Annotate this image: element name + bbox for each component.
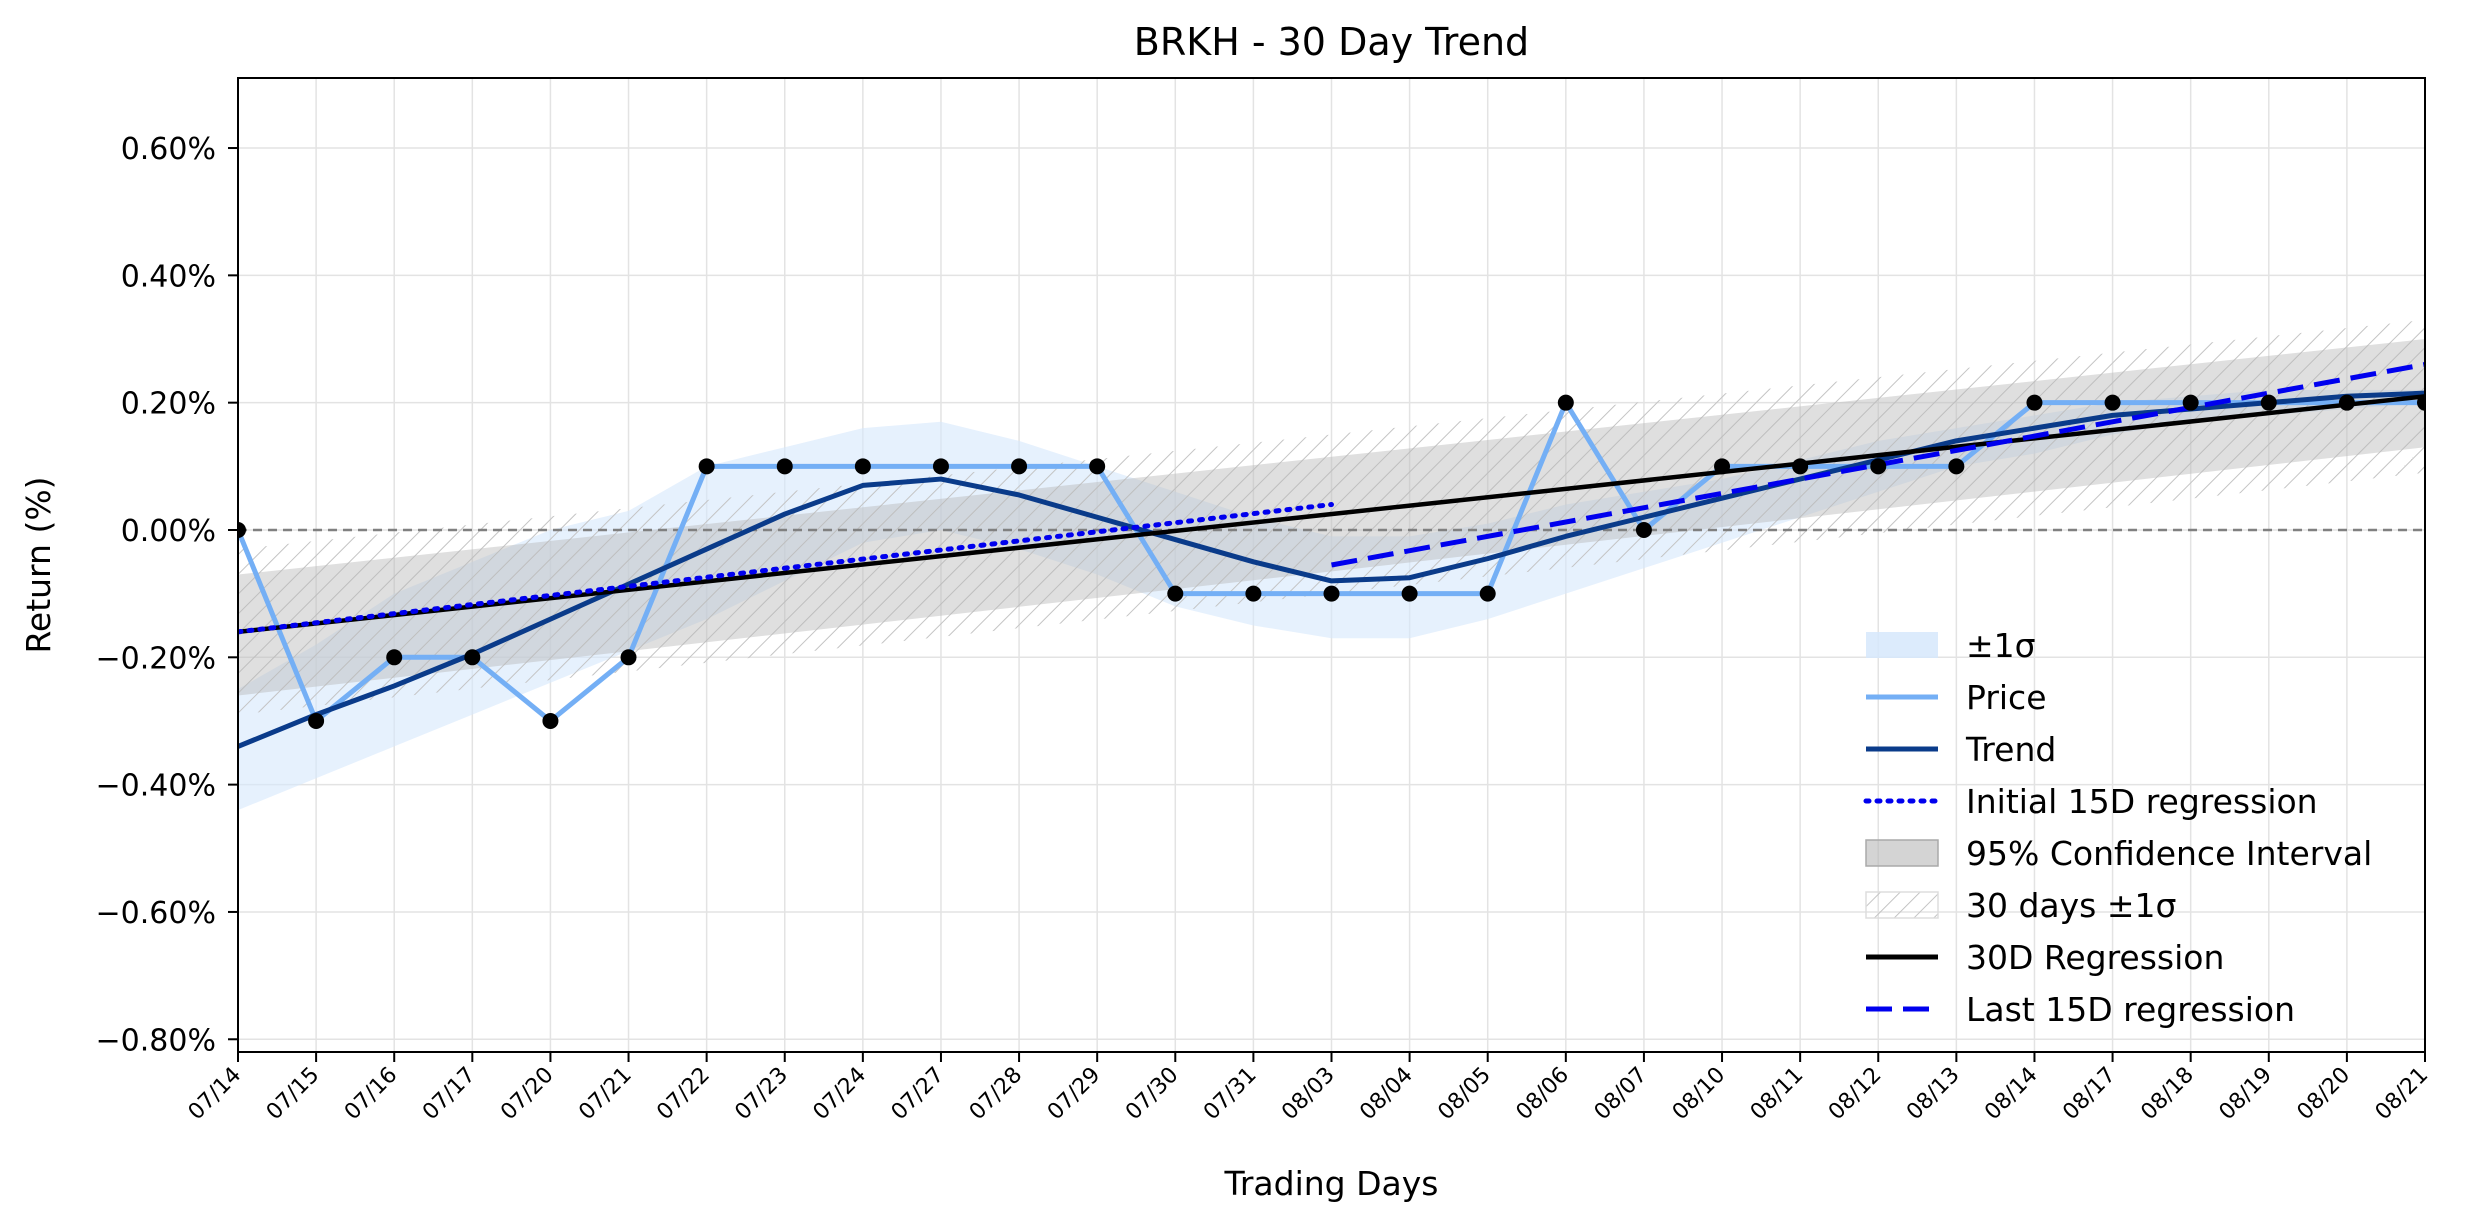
confidence-interval-band bbox=[238, 339, 2425, 696]
legend-label: Trend bbox=[1965, 730, 2056, 769]
chart-title: BRKH - 30 Day Trend bbox=[1134, 20, 1529, 64]
legend-label: 30 days ±1σ bbox=[1966, 886, 2176, 925]
price-marker bbox=[2182, 394, 2199, 411]
legend-label: ±1σ bbox=[1966, 626, 2036, 665]
y-tick-label: 0.00% bbox=[121, 514, 216, 549]
legend-label: Last 15D regression bbox=[1966, 990, 2295, 1029]
regression_30d-line bbox=[238, 394, 2425, 635]
price-marker bbox=[2338, 394, 2355, 411]
price-marker bbox=[1089, 458, 1106, 475]
legend-label: 95% Confidence Interval bbox=[1966, 834, 2372, 873]
price-marker bbox=[1557, 394, 1574, 411]
y-tick-label: 0.40% bbox=[121, 259, 216, 294]
legend-swatch bbox=[1865, 839, 1939, 867]
price-marker bbox=[464, 649, 481, 666]
price-marker bbox=[2417, 394, 2425, 411]
price-marker bbox=[238, 521, 246, 538]
price-marker bbox=[1401, 585, 1418, 602]
price-marker bbox=[776, 458, 793, 475]
price-marker bbox=[854, 458, 871, 475]
price-marker bbox=[2260, 394, 2277, 411]
price-marker bbox=[1635, 521, 1652, 538]
price-marker bbox=[1714, 458, 1731, 475]
price-marker bbox=[1479, 585, 1496, 602]
y-tick-label: −0.60% bbox=[96, 896, 216, 931]
y-tick-label: −0.20% bbox=[96, 641, 216, 676]
price-marker bbox=[308, 712, 325, 729]
legend-label: Price bbox=[1966, 678, 2047, 717]
y-tick-label: 0.60% bbox=[121, 132, 216, 167]
legend-swatch bbox=[1866, 632, 1938, 658]
legend-label: 30D Regression bbox=[1966, 938, 2224, 977]
price-marker bbox=[1948, 458, 1965, 475]
legend-swatch bbox=[1865, 891, 1939, 919]
price-marker bbox=[386, 649, 403, 666]
trend-line bbox=[238, 390, 2425, 749]
price-marker bbox=[1870, 458, 1887, 475]
price-marker bbox=[932, 458, 949, 475]
hatch-band bbox=[238, 319, 2425, 715]
price-marker bbox=[1245, 585, 1262, 602]
price-marker bbox=[1792, 458, 1809, 475]
price-marker bbox=[1167, 585, 1184, 602]
y-axis-label: Return (%) bbox=[19, 476, 58, 653]
price-marker bbox=[620, 649, 637, 666]
initial_regression-line bbox=[238, 502, 1334, 635]
y-tick-label: 0.20% bbox=[121, 387, 216, 422]
x-axis-label: Trading Days bbox=[1224, 1164, 1439, 1203]
legend-label: Initial 15D regression bbox=[1966, 782, 2318, 821]
price-marker bbox=[542, 712, 559, 729]
price-marker bbox=[2104, 394, 2121, 411]
y-tick-label: −0.40% bbox=[96, 769, 216, 804]
legend: ±1σ Price Trend Initial 15D regression 95% C… bbox=[1863, 626, 2372, 1029]
price-marker bbox=[1011, 458, 1028, 475]
price-marker bbox=[1323, 585, 1340, 602]
y-tick-label: −0.80% bbox=[96, 1023, 216, 1058]
price-marker bbox=[2026, 394, 2043, 411]
price-marker bbox=[698, 458, 715, 475]
